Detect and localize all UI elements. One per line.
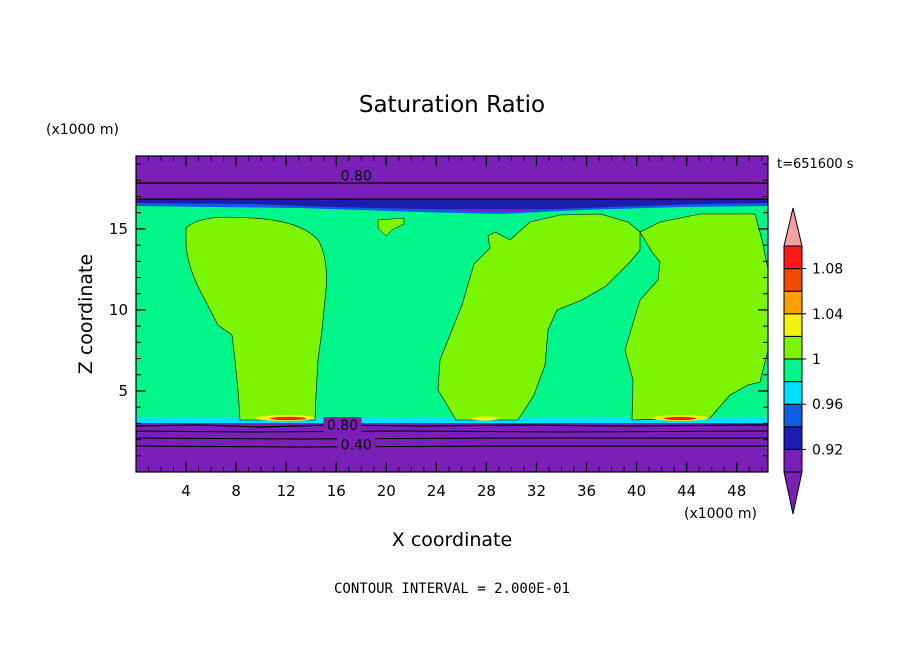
x-tick-label: 12 <box>277 482 296 500</box>
colorbar-label: 0.96 <box>812 397 843 413</box>
colorbar-swatch-7 <box>783 290 803 315</box>
x-tick-label: 44 <box>677 482 696 500</box>
x-tick-label: 40 <box>627 482 646 500</box>
colorbar-label: 1 <box>812 352 821 368</box>
y-unit-label: (x1000 m) <box>46 122 119 138</box>
cyan-edge <box>136 418 768 423</box>
y-tick-label: 15 <box>109 220 128 238</box>
x-axis-ticks: 4 8 12 16 20 24 28 32 36 40 44 48 <box>181 156 746 500</box>
colorbar: 1.08 1.04 1 0.96 0.92 <box>783 207 843 515</box>
colorbar-swatch-0 <box>783 448 803 473</box>
x-tick-label: 16 <box>327 482 346 500</box>
colorbar-swatch-8 <box>783 268 803 292</box>
boundary-layer-band <box>136 424 768 436</box>
contour-label-bg-0 <box>337 167 376 183</box>
contour-line-low-2 <box>136 430 768 433</box>
stratosphere-band <box>136 199 768 209</box>
contour-label-2: 0.40 <box>341 437 372 453</box>
x-tick-label: 32 <box>527 482 546 500</box>
contour-line-low-4 <box>136 445 768 448</box>
contour-label-1: 0.80 <box>327 418 358 434</box>
cloud-region-middle <box>437 213 641 421</box>
colorbar-swatch-6 <box>783 313 803 337</box>
contour-label-bg-1 <box>323 417 362 433</box>
contour-label-0: 0.80 <box>341 168 372 184</box>
plot-frame <box>135 155 769 473</box>
y-axis-label: Z coordinate <box>75 254 97 374</box>
contour-labels: 0.80 0.80 0.40 <box>323 167 376 453</box>
colorbar-swatch-2 <box>783 403 803 428</box>
cloud-region-right <box>624 213 768 421</box>
x-tick-label: 48 <box>727 482 746 500</box>
x-tick-label: 36 <box>577 482 596 500</box>
colorbar-label: 1.08 <box>812 262 843 278</box>
x-axis-label: X coordinate <box>392 529 512 551</box>
colorbar-over-arrow <box>783 207 803 247</box>
colorbar-swatch-5 <box>783 335 803 360</box>
x-tick-label: 28 <box>477 482 496 500</box>
contour-label-bg-2 <box>337 436 376 452</box>
supersat-patch-middle <box>471 416 499 421</box>
cloud-region-left <box>185 216 327 421</box>
colorbar-swatch-1 <box>783 426 803 450</box>
colorbar-label: 0.92 <box>812 442 843 458</box>
y-tick-label: 5 <box>118 382 128 400</box>
contour-line-low-3 <box>136 437 768 440</box>
colorbar-swatch-9 <box>783 245 803 270</box>
x-tick-label: 4 <box>181 482 191 500</box>
colorbar-swatch-4 <box>783 358 803 383</box>
supersat-core-left <box>270 416 306 421</box>
x-tick-label: 20 <box>377 482 396 500</box>
y-axis-ticks: 5 10 15 <box>109 220 768 400</box>
time-label: t=651600 s <box>777 157 854 172</box>
colorbar-under-arrow <box>783 471 803 515</box>
y-tick-label: 10 <box>109 301 128 319</box>
contour-line-low-1 <box>136 424 768 428</box>
contour-interval-footer: CONTOUR INTERVAL = 2.000E-01 <box>334 581 570 597</box>
x-tick-label: 24 <box>427 482 446 500</box>
contour-field: 0.80 0.80 0.40 <box>136 156 768 472</box>
cloud-fragment <box>377 217 405 237</box>
supersat-core-right <box>664 416 696 421</box>
x-tick-label: 8 <box>231 482 241 500</box>
x-unit-label: (x1000 m) <box>684 506 757 522</box>
colorbar-swatch-3 <box>783 381 803 405</box>
chart-title: Saturation Ratio <box>359 92 545 118</box>
colorbar-label: 1.04 <box>812 307 843 323</box>
